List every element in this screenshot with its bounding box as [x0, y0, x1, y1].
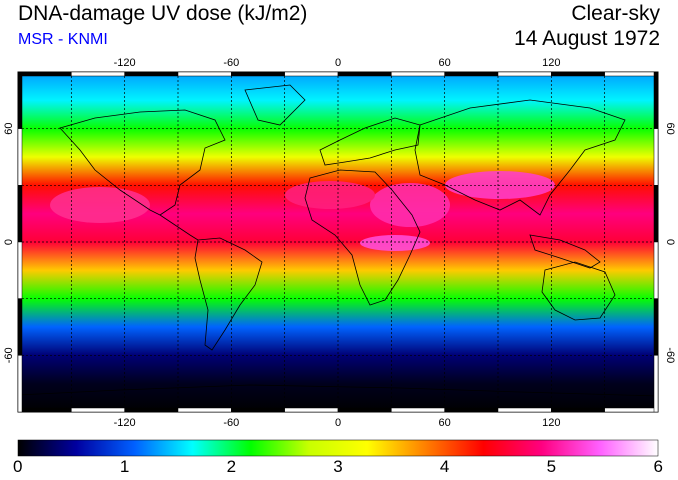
lon-ticks-top: -120 -60 0 60 120 [114, 57, 561, 69]
frame-scale-segment [124, 71, 179, 77]
colorbar [17, 439, 659, 457]
colorbar-label: 2 [226, 457, 237, 476]
map-date: 14 August 1972 [514, 27, 660, 50]
colorbar-label: 3 [333, 457, 343, 476]
lat-ticks-right: 60 0 -60 [664, 123, 676, 364]
hotspot-arabia [370, 183, 450, 227]
lon-tick-label: -60 [223, 57, 239, 69]
lon-tick-label: -120 [114, 417, 136, 429]
frame-scale-segment [653, 241, 659, 299]
frame-scale-segment [604, 71, 659, 77]
lon-tick-label: 120 [542, 417, 560, 429]
lon-tick-label: -60 [223, 417, 239, 429]
lat-ticks-left: 60 0 -60 [3, 123, 15, 364]
frame-scale-segment [653, 185, 659, 243]
coast-antarctica [17, 384, 659, 397]
lon-tick-label: 0 [335, 57, 341, 69]
lon-tick-label: 0 [335, 417, 341, 429]
frame-scale-segment [17, 71, 23, 129]
frame-scale-segment [17, 128, 23, 186]
frame-scale-bars [17, 71, 659, 413]
lat-tick-label: 0 [664, 239, 676, 245]
lat-tick-label: 60 [3, 123, 15, 135]
frame-scale-segment [17, 71, 72, 77]
lon-tick-label: 120 [542, 57, 560, 69]
frame-scale-segment [391, 407, 445, 413]
frame-scale-segment [124, 407, 179, 413]
frame-scale-segment [231, 407, 285, 413]
coast-australia [541, 261, 616, 321]
sky-condition: Clear-sky [571, 2, 660, 25]
frame-scale-segment [17, 355, 23, 413]
frame-scale-segment [71, 71, 125, 77]
frame-scale-segment [497, 407, 552, 413]
frame-scale-segment [444, 407, 499, 413]
frame-scale-segment [653, 355, 659, 413]
coast-central-america [159, 214, 199, 241]
lon-tick-label: -120 [114, 57, 136, 69]
frame-scale-segment [284, 71, 339, 77]
lon-tick-label: 60 [439, 57, 451, 69]
lat-tick-label: -60 [3, 347, 15, 363]
frame-scale-segment [551, 407, 605, 413]
colorbar-label: 4 [439, 457, 450, 476]
frame-scale-segment [337, 71, 392, 77]
coast-greenland [244, 84, 306, 126]
coast-southeast-asia [529, 234, 601, 269]
hotspot-equator [360, 235, 430, 251]
frame-scale-segment [177, 407, 232, 413]
lon-tick-label: 60 [439, 417, 451, 429]
coast-europe [319, 117, 421, 166]
lat-tick-label: -60 [664, 347, 676, 363]
frame-scale-segment [551, 71, 605, 77]
frame-scale-segment [497, 71, 552, 77]
frame-scale-segment [337, 407, 392, 413]
frame-scale-segment [604, 407, 659, 413]
coast-south-america [194, 237, 263, 351]
frame-scale-segment [653, 298, 659, 356]
frame-scale-segment [391, 71, 445, 77]
frame-scale-segment [177, 71, 232, 77]
hotspot-pacific [50, 187, 150, 223]
graticule [18, 72, 658, 412]
frame-scale-segment [17, 241, 23, 299]
lat-tick-label: 60 [664, 123, 676, 135]
colorbar-label: 1 [119, 457, 130, 476]
frame-scale-segment [17, 407, 72, 413]
frame-scale-segment [444, 71, 499, 77]
coast-asia [414, 99, 626, 216]
coastlines [17, 84, 659, 397]
lon-ticks-bottom: -120 -60 0 60 120 [114, 417, 561, 429]
coast-north-america [59, 109, 226, 216]
colorbar-label: 6 [653, 457, 663, 476]
frame-scale-segment [71, 407, 125, 413]
lat-tick-label: 0 [3, 239, 15, 245]
frame-scale-segment [653, 71, 659, 129]
colorbar-label: 0 [13, 457, 23, 476]
frame-scale-segment [284, 407, 339, 413]
map-title: DNA-damage UV dose (kJ/m2) [18, 2, 308, 25]
colorbar-label: 5 [546, 457, 557, 476]
frame-scale-segment [17, 185, 23, 243]
frame-scale-segment [653, 128, 659, 186]
frame-scale-segment [231, 71, 285, 77]
map-source: MSR - KNMI [18, 31, 108, 48]
frame-scale-segment [17, 298, 23, 356]
